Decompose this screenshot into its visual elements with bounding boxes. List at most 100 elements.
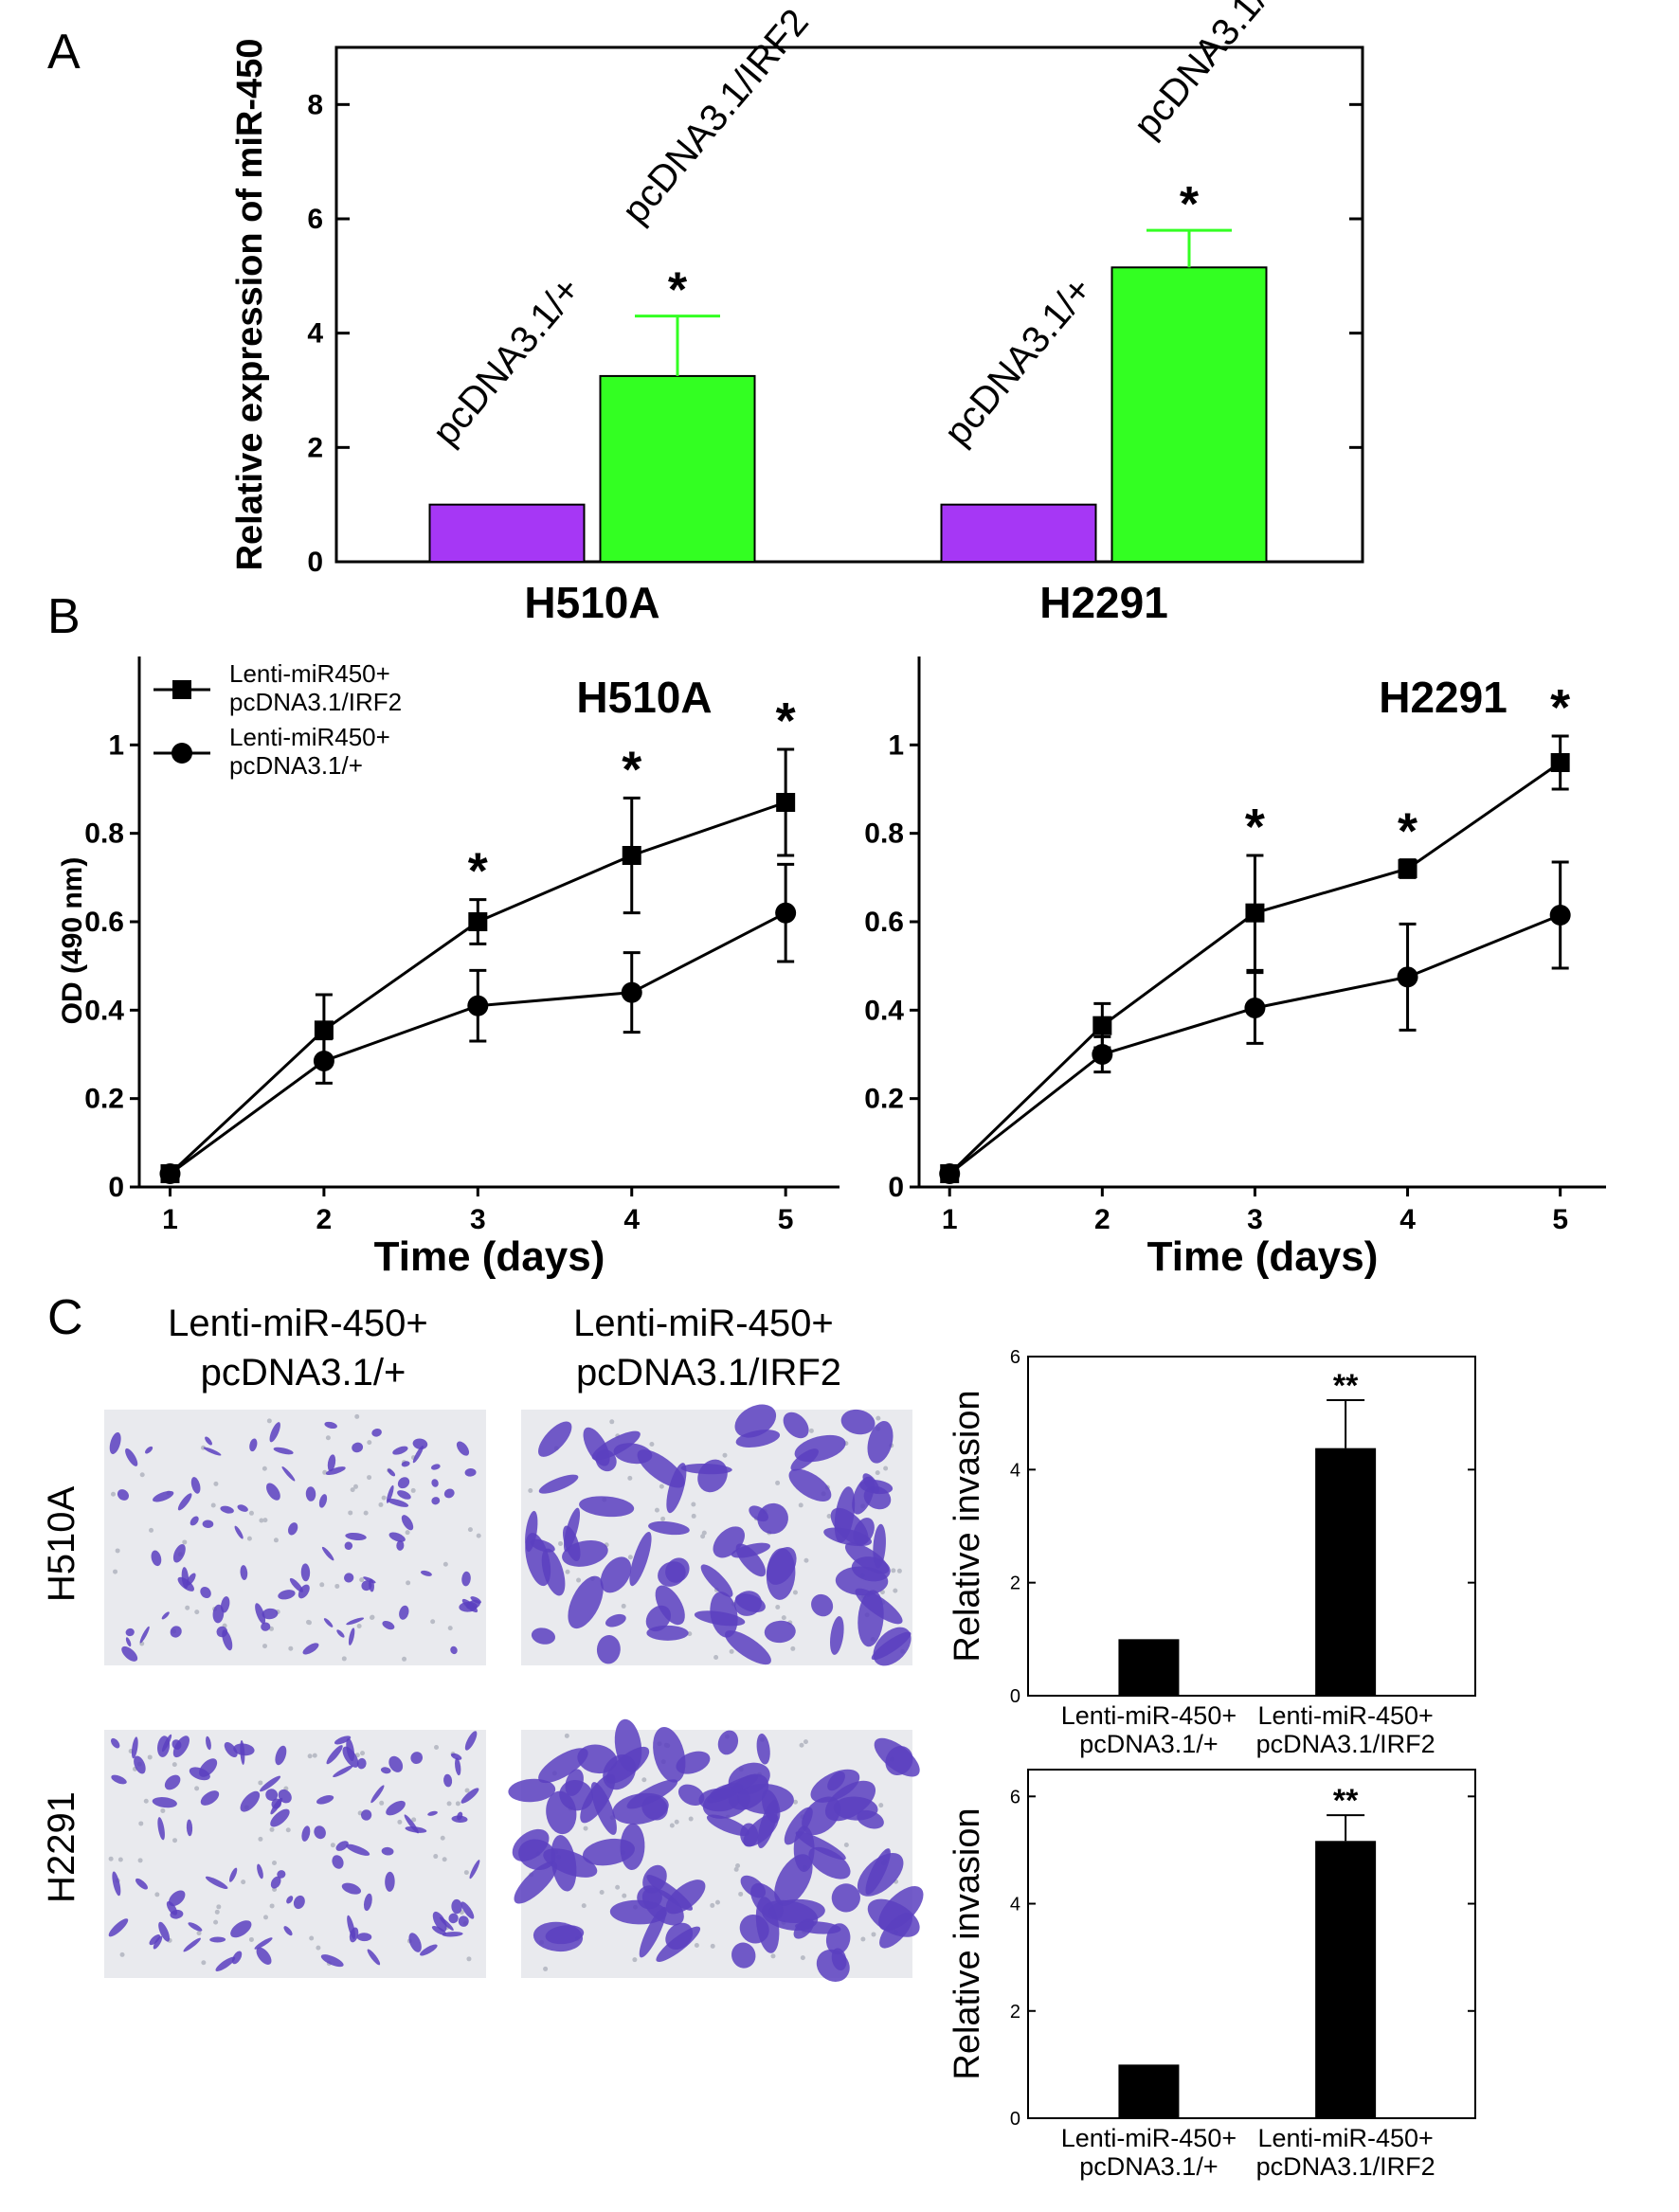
membrane-pore [306,1620,312,1626]
significance-marker: ** [1333,1783,1359,1819]
stained-cell [152,1797,177,1808]
membrane-pore [799,1742,804,1748]
stained-cell [189,1767,210,1781]
membrane-pore [622,1893,627,1898]
membrane-pore [583,1825,588,1831]
membrane-pore [359,1577,365,1583]
stained-cell [460,1788,479,1804]
stained-cell [757,1502,788,1535]
membrane-pore [405,1530,410,1536]
transwell-image [508,1718,924,1983]
stained-cell [270,1876,281,1889]
y-tick-label: 0.2 [84,1084,124,1115]
membrane-pore [826,1514,832,1520]
y-tick-label: 0 [1010,2109,1020,2130]
x-tick-label: 5 [778,1204,794,1235]
stained-cell [266,1483,280,1501]
stained-cell [431,1926,446,1935]
stained-cell [190,1477,201,1494]
column-header-1: Lenti-miR-450+ pcDNA3.1/+ [168,1303,439,1394]
panel-label-a: A [47,25,81,80]
stained-cell [443,1773,453,1788]
data-point-circle [939,1163,961,1184]
stained-cell [514,1861,558,1904]
membrane-pore [108,1856,114,1861]
membrane-pore [185,1605,190,1610]
significance-marker: * [1180,177,1200,232]
stained-cell [538,1748,588,1784]
x-tick-label: 3 [1247,1204,1263,1235]
stained-cell [215,1956,236,1971]
membrane-pore [565,1569,570,1574]
stained-cell [710,1592,738,1638]
membrane-pore [710,1943,715,1949]
membrane-pore [350,1487,355,1493]
row-label-h2291: H2291 [41,1791,82,1903]
stained-cell [827,1771,845,1791]
membrane-pore [843,1842,849,1847]
membrane-pore [378,1502,384,1507]
stained-cell [855,1588,903,1625]
membrane-pore [467,1527,473,1533]
stained-cell [278,1789,292,1804]
stained-cell [301,1825,311,1842]
membrane-pore [143,1798,149,1804]
significance-marker: ** [1333,1368,1359,1404]
membrane-pore [269,1826,275,1832]
stained-cell [731,1942,756,1969]
stained-cell [451,1898,462,1915]
stained-cell [341,1882,362,1895]
membrane-pore [464,1788,470,1793]
stained-cell [321,1546,334,1561]
y-tick-label: 0.8 [84,818,124,850]
stained-cell [401,1515,414,1531]
y-tick-label: 0.6 [864,907,904,938]
stained-cell [273,1447,294,1455]
stained-cell [325,1466,346,1476]
membrane-pore [564,1733,569,1738]
stained-cell [725,1630,771,1665]
membrane-pore [113,1569,118,1574]
membrane-pore [266,1418,272,1424]
stained-cell [275,1745,287,1766]
membrane-pore [137,1858,143,1863]
stained-cell [764,1620,796,1644]
stained-cell [653,1726,686,1783]
stained-cell [794,1434,846,1463]
membrane-pore [262,1518,268,1523]
stained-cell [432,1911,447,1932]
bar [1118,2064,1180,2118]
x-tick-label: 2 [1094,1204,1110,1235]
x-tick-label: 1 [162,1204,178,1235]
stained-cell [326,1745,343,1765]
data-point-square [622,846,641,865]
y-tick-label: 2 [1010,2002,1020,2023]
data-point-circle [775,902,797,924]
data-point-square [1550,753,1570,772]
membrane-pore [792,1799,798,1805]
stained-cell [580,1773,616,1824]
membrane-pore [330,1843,335,1848]
membrane-pore [194,1610,200,1615]
stained-cell [531,1628,556,1645]
membrane-pore [733,1866,739,1872]
stained-cell [323,1618,334,1628]
membrane-pore [641,1777,647,1783]
stained-cell [387,1498,409,1507]
y-tick-label: 2 [307,432,323,463]
stained-cell [546,1790,577,1835]
membrane-pore [528,1488,533,1494]
data-point-circle [621,981,642,1003]
stained-cell [334,1735,352,1745]
membrane-pore [352,1484,358,1489]
membrane-pore [803,1557,809,1563]
stained-cell [605,1746,650,1784]
stained-cell [164,1774,181,1790]
stained-cell [637,1449,685,1488]
membrane-pore [341,1656,347,1662]
series-label: pcDNA3.1/IRF2 [1126,0,1328,146]
x-tick-label: Lenti-miR-450+ [1257,1701,1433,1730]
membrane-pore [117,1857,123,1862]
membrane-pore [599,1890,605,1896]
y-tick-label: 2 [1010,1574,1020,1594]
